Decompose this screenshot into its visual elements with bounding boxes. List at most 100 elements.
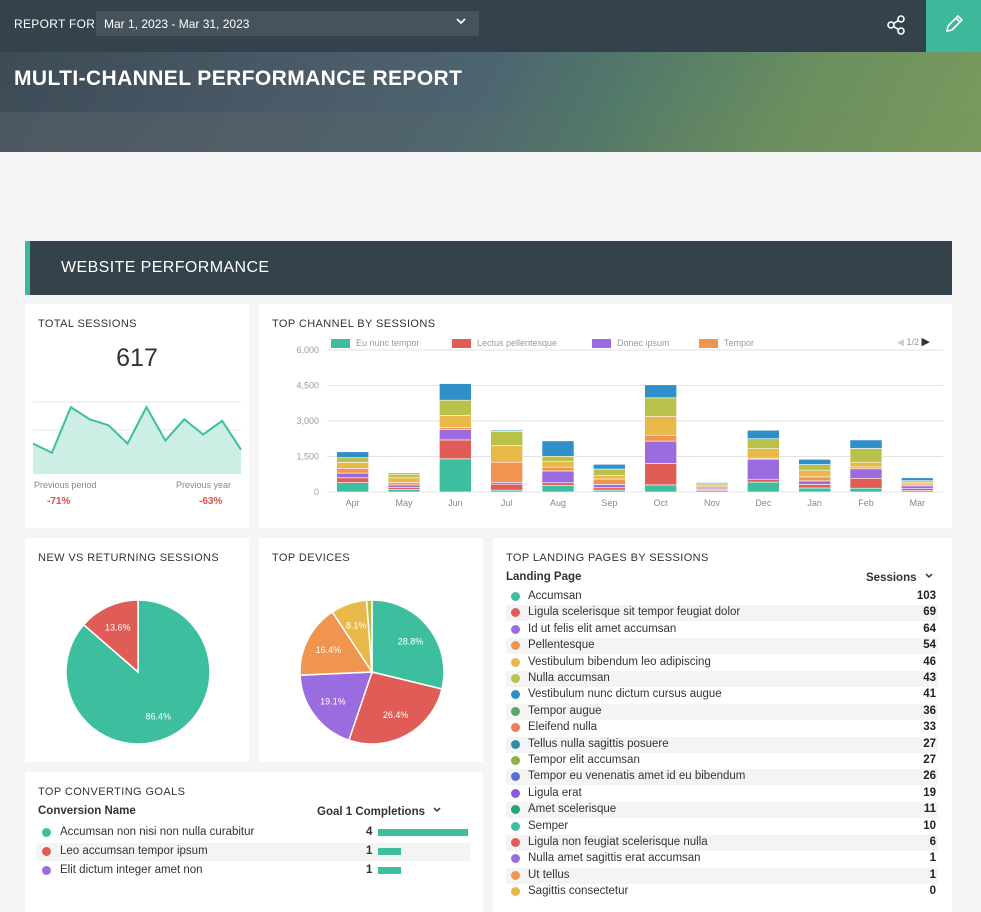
bar-segment[interactable]	[387, 477, 421, 483]
bar-segment[interactable]	[490, 445, 523, 463]
bar-segment[interactable]	[849, 448, 883, 463]
table-row[interactable]: Accumsan non nisi non nulla curabitur 4	[36, 824, 470, 842]
bar-segment[interactable]	[490, 461, 523, 483]
bar-segment[interactable]	[747, 448, 780, 459]
bar-segment[interactable]	[541, 485, 575, 493]
bar-segment[interactable]	[336, 468, 369, 474]
bar-segment[interactable]	[747, 438, 780, 449]
bar-segment[interactable]	[593, 487, 626, 491]
legend-item[interactable]: Donec ipsum	[592, 338, 670, 348]
bar-segment[interactable]	[644, 463, 677, 486]
bar-segment[interactable]	[336, 477, 369, 483]
pie-slice[interactable]	[371, 599, 445, 690]
table-row[interactable]: Elit dictum integer amet non 1	[36, 862, 470, 880]
table-row[interactable]: Sagittis consectetur 0	[506, 884, 938, 900]
bar-segment[interactable]	[387, 484, 421, 488]
bar-segment[interactable]	[541, 455, 575, 462]
edit-button[interactable]	[926, 0, 981, 52]
pie-slice[interactable]	[299, 671, 374, 742]
bar-segment[interactable]	[490, 429, 523, 432]
bar-segment[interactable]	[644, 397, 677, 417]
table-row[interactable]: Nulla accumsan 43	[506, 671, 938, 687]
bar-segment[interactable]	[387, 472, 421, 475]
sessions-column-header[interactable]: Sessions	[866, 571, 934, 584]
table-row[interactable]: Leo accumsan tempor ipsum 1	[36, 843, 470, 861]
bar-segment[interactable]	[490, 483, 523, 491]
table-row[interactable]: Accumsan 103	[506, 589, 938, 605]
bar-segment[interactable]	[593, 484, 626, 489]
table-row[interactable]: Vestibulum bibendum leo adipiscing 46	[506, 655, 938, 671]
table-row[interactable]: Tempor eu venenatis amet id eu bibendum 2…	[506, 769, 938, 786]
bar-segment[interactable]	[387, 473, 421, 479]
bar-segment[interactable]	[336, 451, 369, 458]
bar-segment[interactable]	[849, 487, 883, 493]
bar-segment[interactable]	[644, 440, 677, 464]
table-row[interactable]: Semper 10	[506, 819, 938, 835]
bar-segment[interactable]	[439, 428, 472, 441]
bar-segment[interactable]	[901, 477, 934, 481]
bar-segment[interactable]	[644, 484, 677, 493]
bar-segment[interactable]	[387, 482, 421, 486]
bar-segment[interactable]	[541, 440, 575, 457]
bar-segment[interactable]	[541, 482, 575, 486]
bar-segment[interactable]	[593, 478, 626, 485]
bar-segment[interactable]	[644, 434, 677, 442]
table-row[interactable]: Eleifend nulla 33	[506, 720, 938, 736]
bar-segment[interactable]	[439, 399, 472, 416]
bar-segment[interactable]	[798, 469, 831, 478]
bar-segment[interactable]	[747, 478, 780, 483]
table-row[interactable]: Vestibulum nunc dictum cursus augue 41	[506, 687, 938, 703]
pie-slice[interactable]	[82, 599, 139, 674]
bar-segment[interactable]	[336, 457, 369, 463]
table-row[interactable]: Id ut felis elit amet accumsan 64	[506, 622, 938, 638]
bar-segment[interactable]	[798, 480, 831, 485]
bar-segment[interactable]	[439, 458, 472, 493]
table-row[interactable]: Ut tellus 1	[506, 867, 938, 884]
bar-segment[interactable]	[439, 439, 472, 460]
bar-segment[interactable]	[849, 461, 883, 468]
bar-segment[interactable]	[490, 431, 523, 446]
table-row[interactable]: Amet scelerisque 11	[506, 802, 938, 819]
bar-segment[interactable]	[387, 489, 421, 493]
pie-slice[interactable]	[365, 599, 373, 673]
pie-slice[interactable]	[347, 671, 443, 745]
bar-segment[interactable]	[798, 484, 831, 489]
bar-segment[interactable]	[644, 384, 677, 399]
bar-segment[interactable]	[747, 458, 780, 480]
table-row[interactable]: Tempor elit accumsan 27	[506, 753, 938, 769]
bar-segment[interactable]	[541, 460, 575, 468]
bar-segment[interactable]	[849, 468, 883, 479]
share-icon[interactable]	[886, 14, 908, 36]
bar-segment[interactable]	[695, 482, 729, 485]
date-range-select[interactable]: Mar 1, 2023 - Mar 31, 2023	[96, 11, 479, 36]
table-row[interactable]: Ligula non feugiat scelerisque nulla 6	[506, 835, 938, 851]
table-row[interactable]: Ligula erat 19	[506, 786, 938, 802]
goal-completions-column-header[interactable]: Goal 1 Completions	[317, 805, 442, 818]
legend-item[interactable]: Tempor	[699, 338, 754, 348]
bar-segment[interactable]	[541, 470, 575, 484]
bar-segment[interactable]	[336, 482, 369, 493]
bar-segment[interactable]	[336, 472, 369, 479]
legend-next-icon[interactable]: ▶	[921, 336, 930, 348]
bar-segment[interactable]	[387, 486, 421, 490]
bar-segment[interactable]	[644, 415, 677, 436]
bar-segment[interactable]	[541, 466, 575, 472]
bar-segment[interactable]	[849, 477, 883, 489]
bar-segment[interactable]	[798, 464, 831, 471]
bar-segment[interactable]	[336, 462, 369, 469]
bar-segment[interactable]	[849, 439, 883, 449]
table-row[interactable]: Tellus nulla sagittis posuere 27	[506, 736, 938, 753]
table-row[interactable]: Pellentesque 54	[506, 638, 938, 655]
legend-item[interactable]: Eu nunc tempor	[331, 338, 420, 348]
bar-segment[interactable]	[798, 459, 831, 465]
legend-item[interactable]: Lectus pellentesque	[452, 338, 557, 348]
pie-slice[interactable]	[299, 610, 374, 676]
bar-segment[interactable]	[798, 487, 831, 493]
bar-segment[interactable]	[593, 475, 626, 480]
bar-segment[interactable]	[439, 383, 472, 401]
bar-segment[interactable]	[798, 476, 831, 482]
bar-segment[interactable]	[593, 468, 626, 476]
legend-prev-icon[interactable]: ◀	[897, 337, 904, 347]
bar-segment[interactable]	[593, 464, 626, 470]
table-row[interactable]: Nulla amet sagittis erat accumsan 1	[506, 851, 938, 867]
